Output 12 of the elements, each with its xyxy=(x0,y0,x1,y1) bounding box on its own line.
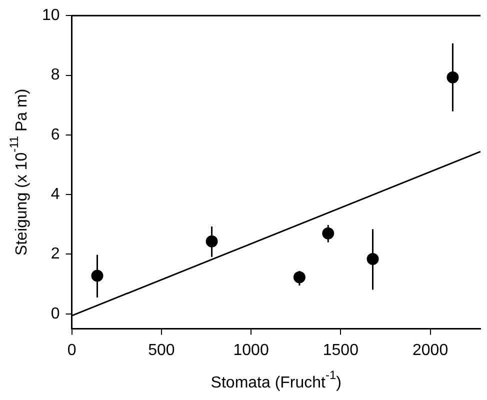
y-axis-title: Steigung (x 10-11 Pa m) xyxy=(7,88,30,256)
y-tick-label: 10 xyxy=(42,7,60,24)
x-tick-label: 1500 xyxy=(322,342,359,359)
y-tick-label: 2 xyxy=(50,246,60,263)
y-tick-label: 8 xyxy=(50,66,60,84)
y-tick-label: 6 xyxy=(50,126,60,144)
x-tick-label: 2000 xyxy=(412,342,448,359)
x-tick-label: 0 xyxy=(67,342,76,359)
x-tick-label: 500 xyxy=(148,342,175,359)
y-tick-label: 4 xyxy=(50,186,60,203)
x-tick-label: 1000 xyxy=(233,342,269,359)
y-tick-label: 0 xyxy=(50,305,60,322)
